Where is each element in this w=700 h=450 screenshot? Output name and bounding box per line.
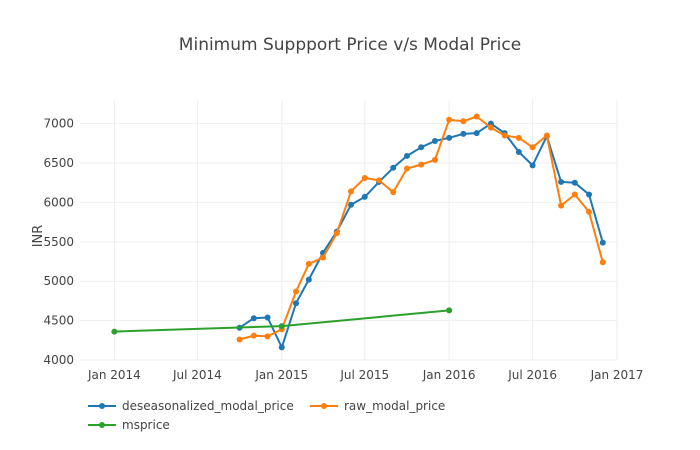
data-point[interactable]	[431, 137, 438, 144]
data-point[interactable]	[529, 162, 536, 169]
legend-label: raw_modal_price	[344, 399, 445, 413]
series-deseasonalized_modal_price	[236, 120, 606, 351]
data-point[interactable]	[418, 144, 425, 151]
series-msprice	[111, 307, 453, 335]
data-point[interactable]	[418, 161, 425, 168]
y-tick-label: 6500	[43, 156, 74, 170]
data-point[interactable]	[403, 152, 410, 159]
data-point[interactable]	[571, 191, 578, 198]
data-point[interactable]	[250, 332, 257, 339]
data-point[interactable]	[292, 288, 299, 295]
data-point[interactable]	[333, 230, 340, 237]
data-point[interactable]	[264, 314, 271, 321]
x-tick-label: Jan 2014	[87, 368, 141, 382]
legend-item[interactable]: deseasonalized_modal_price	[88, 399, 294, 413]
data-point[interactable]	[278, 323, 285, 330]
data-point[interactable]	[278, 344, 285, 351]
data-point[interactable]	[515, 134, 522, 141]
data-point[interactable]	[446, 116, 453, 123]
x-tick-label: Jul 2016	[507, 368, 557, 382]
legend-label: deseasonalized_modal_price	[122, 399, 294, 413]
data-point[interactable]	[487, 124, 494, 131]
y-tick-label: 4000	[43, 353, 74, 367]
y-tick-label: 6000	[43, 195, 74, 209]
x-tick-label: Jul 2014	[172, 368, 222, 382]
data-point[interactable]	[375, 177, 382, 184]
data-point[interactable]	[250, 315, 257, 322]
y-axis-title: INR	[31, 225, 46, 248]
data-point[interactable]	[473, 113, 480, 120]
y-tick-label: 5500	[43, 235, 74, 249]
data-point[interactable]	[305, 260, 312, 267]
data-point[interactable]	[473, 130, 480, 137]
legend-swatch-marker	[99, 403, 105, 409]
series-layer	[111, 113, 606, 351]
y-tick-label: 4500	[43, 314, 74, 328]
y-tick-label: 5000	[43, 274, 74, 288]
data-point[interactable]	[558, 202, 565, 209]
data-point[interactable]	[361, 193, 368, 200]
data-point[interactable]	[446, 134, 453, 141]
data-point[interactable]	[390, 189, 397, 196]
data-point[interactable]	[361, 175, 368, 181]
data-point[interactable]	[571, 179, 578, 186]
data-point[interactable]	[558, 178, 565, 185]
data-point[interactable]	[264, 333, 271, 340]
legend-swatch-marker	[99, 422, 105, 428]
x-tick-label: Jan 2017	[590, 368, 644, 382]
data-point[interactable]	[586, 208, 593, 215]
grid	[80, 100, 618, 361]
data-point[interactable]	[543, 132, 550, 139]
data-point[interactable]	[586, 191, 593, 198]
data-point[interactable]	[236, 336, 243, 343]
data-point[interactable]	[403, 165, 410, 172]
data-point[interactable]	[348, 188, 355, 195]
legend-item[interactable]: raw_modal_price	[310, 399, 445, 413]
data-point[interactable]	[111, 328, 118, 335]
data-point[interactable]	[348, 201, 355, 208]
series-raw_modal_price	[236, 113, 606, 343]
data-point[interactable]	[292, 300, 299, 307]
data-point[interactable]	[460, 130, 467, 137]
legend-swatch-marker	[321, 403, 327, 409]
data-point[interactable]	[431, 156, 438, 163]
legend-label: msprice	[122, 418, 170, 432]
data-point[interactable]	[460, 118, 467, 125]
data-point[interactable]	[599, 259, 606, 266]
legend-item[interactable]: msprice	[88, 418, 170, 432]
data-point[interactable]	[501, 132, 508, 139]
data-point[interactable]	[515, 149, 522, 155]
y-tick-label: 7000	[43, 117, 74, 131]
x-tick-label: Jan 2015	[254, 368, 308, 382]
data-point[interactable]	[305, 276, 312, 283]
data-point[interactable]	[320, 254, 327, 261]
data-point[interactable]	[446, 307, 453, 314]
legend[interactable]: deseasonalized_modal_price raw_modal_pric…	[88, 399, 445, 432]
chart-title: Minimum Suppport Price v/s Modal Price	[179, 35, 521, 55]
x-tick-label: Jul 2015	[339, 368, 389, 382]
axes: 4000 4500 5000 5500 6000 6500 7000 Jan 2014 Jul …	[43, 117, 643, 382]
data-point[interactable]	[599, 239, 606, 246]
data-point[interactable]	[390, 164, 397, 171]
data-point[interactable]	[529, 144, 536, 151]
x-tick-label: Jan 2016	[422, 368, 476, 382]
